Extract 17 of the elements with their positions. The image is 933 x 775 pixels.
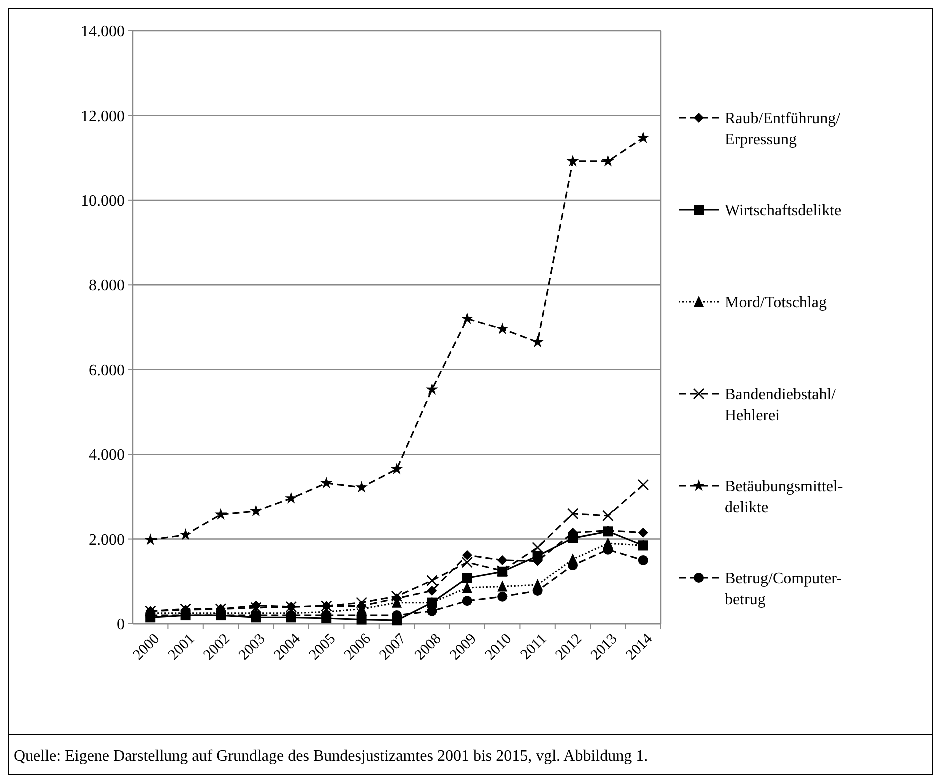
y-tick-label: 14.000 [81, 24, 125, 41]
y-tick-label: 8.000 [89, 278, 125, 295]
legend-label: Betäubungsmittel-delikte [725, 478, 844, 516]
legend-label: Bandendiebstahl/Hehlerei [725, 386, 837, 424]
legend-label: Mord/Totschlag [725, 294, 827, 312]
x-tick-label: 2011 [518, 631, 550, 664]
source-note: Quelle: Eigene Darstellung auf Grundlage des Bundesjustizamtes 2001 bis 2015, vgl. Abbildung 1. [14, 748, 648, 765]
y-tick-label: 12.000 [81, 108, 125, 126]
y-tick-label: 2.000 [89, 532, 125, 549]
y-tick-label: 0 [117, 616, 125, 634]
legend-label: Betrug/Computer-betrug [725, 570, 842, 608]
y-tick-label: 10.000 [81, 193, 125, 210]
y-tick-label: 6.000 [89, 362, 125, 380]
legend-label: Raub/Entführung/Erpressung [725, 110, 842, 148]
legend-label: Wirtschaftsdelikte [725, 202, 842, 220]
y-tick-label: 4.000 [89, 447, 125, 464]
x-tick-label: 2001 [166, 631, 198, 664]
